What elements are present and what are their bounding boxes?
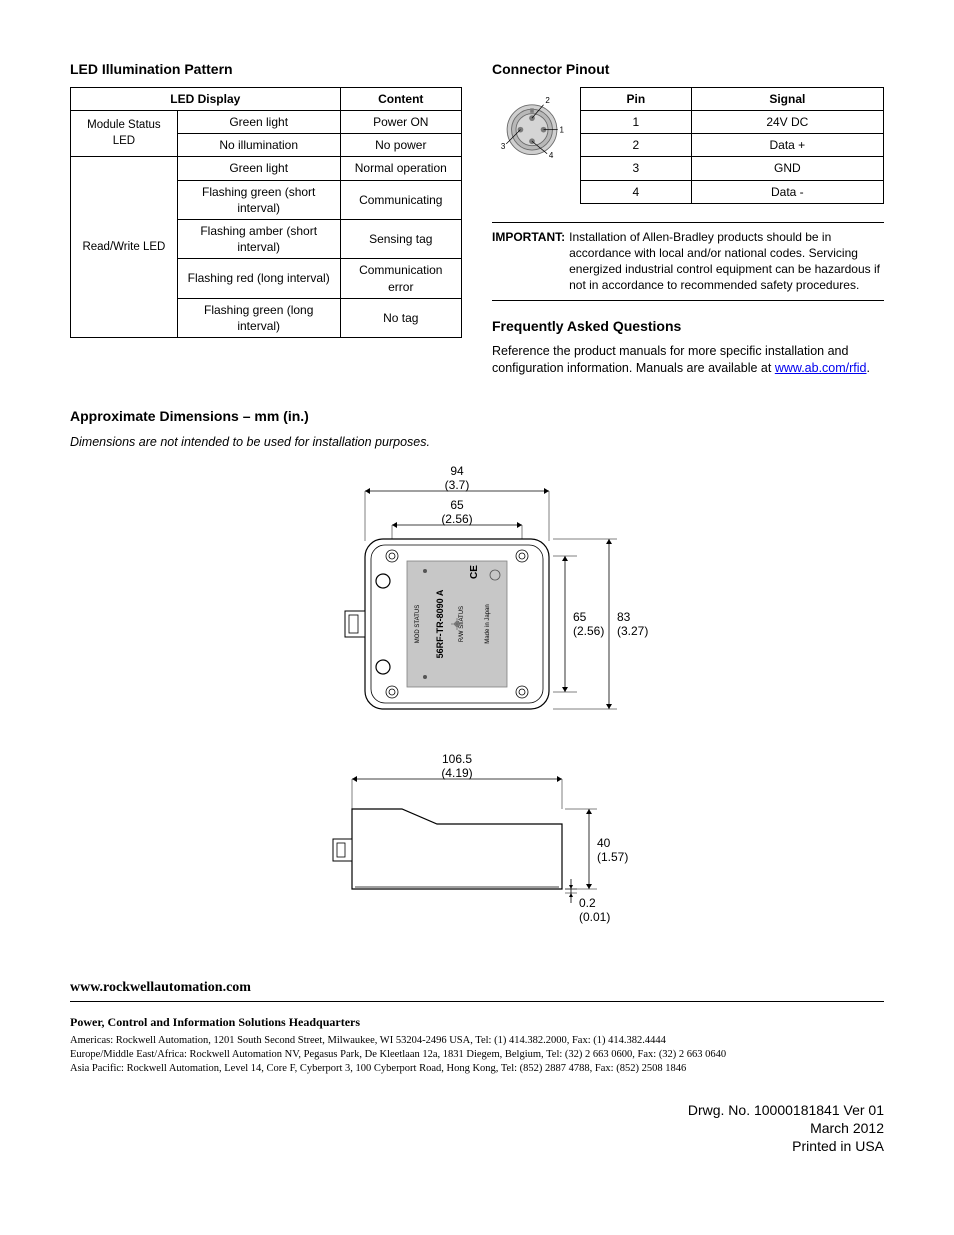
footer-url: www.rockwellautomation.com	[70, 979, 884, 1002]
svg-text:(2.56): (2.56)	[441, 512, 472, 526]
led-display-cell: Green light	[177, 111, 340, 134]
led-display-cell: Flashing red (long interval)	[177, 259, 340, 298]
led-display-cell: Flashing green (long interval)	[177, 298, 340, 337]
signal-cell: GND	[691, 157, 883, 180]
footer-address: Americas: Rockwell Automation, 1201 Sout…	[70, 1034, 884, 1048]
top-view-figure: 94 (3.7) 65 (2.56)	[267, 461, 687, 731]
signal-cell: Data +	[691, 134, 883, 157]
svg-text:(1.57): (1.57)	[597, 850, 628, 864]
table-row: Module Status LED Green light Power ON	[71, 111, 462, 134]
table-row: 3 GND	[581, 157, 884, 180]
faq-heading: Frequently Asked Questions	[492, 317, 884, 336]
svg-text:Made in Japan: Made in Japan	[485, 604, 491, 643]
svg-text:65: 65	[573, 610, 587, 624]
led-group-label: Module Status LED	[71, 111, 178, 157]
signal-cell: Data -	[691, 180, 883, 203]
led-display-cell: Flashing amber (short interval)	[177, 220, 340, 259]
dims-heading: Approximate Dimensions – mm (in.)	[70, 407, 884, 426]
led-content-cell: Communicating	[340, 180, 461, 219]
important-note: IMPORTANT: Installation of Allen-Bradley…	[492, 222, 884, 301]
svg-text:56RF-TR-8090 A: 56RF-TR-8090 A	[435, 589, 445, 658]
pinout-col-pin: Pin	[581, 87, 692, 110]
important-text: Installation of Allen-Bradley products s…	[569, 229, 884, 294]
pin-cell: 2	[581, 134, 692, 157]
connector-diagram: 1 2 3 4	[492, 87, 572, 172]
pin-num-3: 3	[501, 142, 506, 151]
svg-text:(0.01): (0.01)	[579, 910, 610, 924]
pinout-table: Pin Signal 1 24V DC 2 Data +	[580, 87, 884, 204]
important-label: IMPORTANT:	[492, 229, 569, 294]
faq-link[interactable]: www.ab.com/rfid	[775, 361, 867, 375]
footer-hq-heading: Power, Control and Information Solutions…	[70, 1014, 884, 1030]
led-group-label: Read/Write LED	[71, 157, 178, 338]
faq-text: Reference the product manuals for more s…	[492, 343, 884, 377]
svg-text:MOD STATUS: MOD STATUS	[415, 605, 421, 643]
doc-date: March 2012	[70, 1119, 884, 1137]
led-content-cell: Sensing tag	[340, 220, 461, 259]
led-display-cell: Flashing green (short interval)	[177, 180, 340, 219]
led-table: LED Display Content Module Status LED Gr…	[70, 87, 462, 338]
doc-drwg: Drwg. No. 10000181841 Ver 01	[70, 1101, 884, 1119]
svg-text:(3.27): (3.27)	[617, 624, 648, 638]
led-display-cell: Green light	[177, 157, 340, 180]
pin-num-2: 2	[545, 96, 550, 105]
side-view-figure: 106.5 (4.19) 40 (1.57)	[267, 749, 687, 939]
svg-text:40: 40	[597, 836, 611, 850]
svg-text:(4.19): (4.19)	[441, 766, 472, 780]
pin-cell: 1	[581, 111, 692, 134]
svg-text:106.5: 106.5	[442, 752, 472, 766]
led-content-cell: Power ON	[340, 111, 461, 134]
pin-cell: 3	[581, 157, 692, 180]
pinout-col-signal: Signal	[691, 87, 883, 110]
svg-text:(3.7): (3.7)	[445, 478, 470, 492]
led-content-cell: Normal operation	[340, 157, 461, 180]
table-row: Read/Write LED Green light Normal operat…	[71, 157, 462, 180]
footer-address: Asia Pacific: Rockwell Automation, Level…	[70, 1062, 884, 1076]
svg-text:CE: CE	[469, 565, 480, 579]
faq-text-post: .	[867, 361, 870, 375]
signal-cell: 24V DC	[691, 111, 883, 134]
svg-text:65: 65	[450, 498, 464, 512]
pinout-heading: Connector Pinout	[492, 60, 884, 79]
pin-num-1: 1	[560, 125, 565, 134]
table-row: 4 Data -	[581, 180, 884, 203]
dims-note: Dimensions are not intended to be used f…	[70, 434, 884, 451]
svg-text:94: 94	[450, 464, 464, 478]
footer-address: Europe/Middle East/Africa: Rockwell Auto…	[70, 1048, 884, 1062]
svg-text:(2.56): (2.56)	[573, 624, 604, 638]
doc-printed: Printed in USA	[70, 1137, 884, 1155]
led-display-cell: No illumination	[177, 134, 340, 157]
led-content-cell: No power	[340, 134, 461, 157]
led-col-content: Content	[340, 87, 461, 110]
led-heading: LED Illumination Pattern	[70, 60, 462, 79]
table-row: 1 24V DC	[581, 111, 884, 134]
pin-cell: 4	[581, 180, 692, 203]
svg-text:83: 83	[617, 610, 631, 624]
table-row: 2 Data +	[581, 134, 884, 157]
led-col-display: LED Display	[71, 87, 341, 110]
svg-text:0.2: 0.2	[579, 896, 596, 910]
led-content-cell: Communication error	[340, 259, 461, 298]
led-content-cell: No tag	[340, 298, 461, 337]
pin-num-4: 4	[549, 151, 554, 160]
